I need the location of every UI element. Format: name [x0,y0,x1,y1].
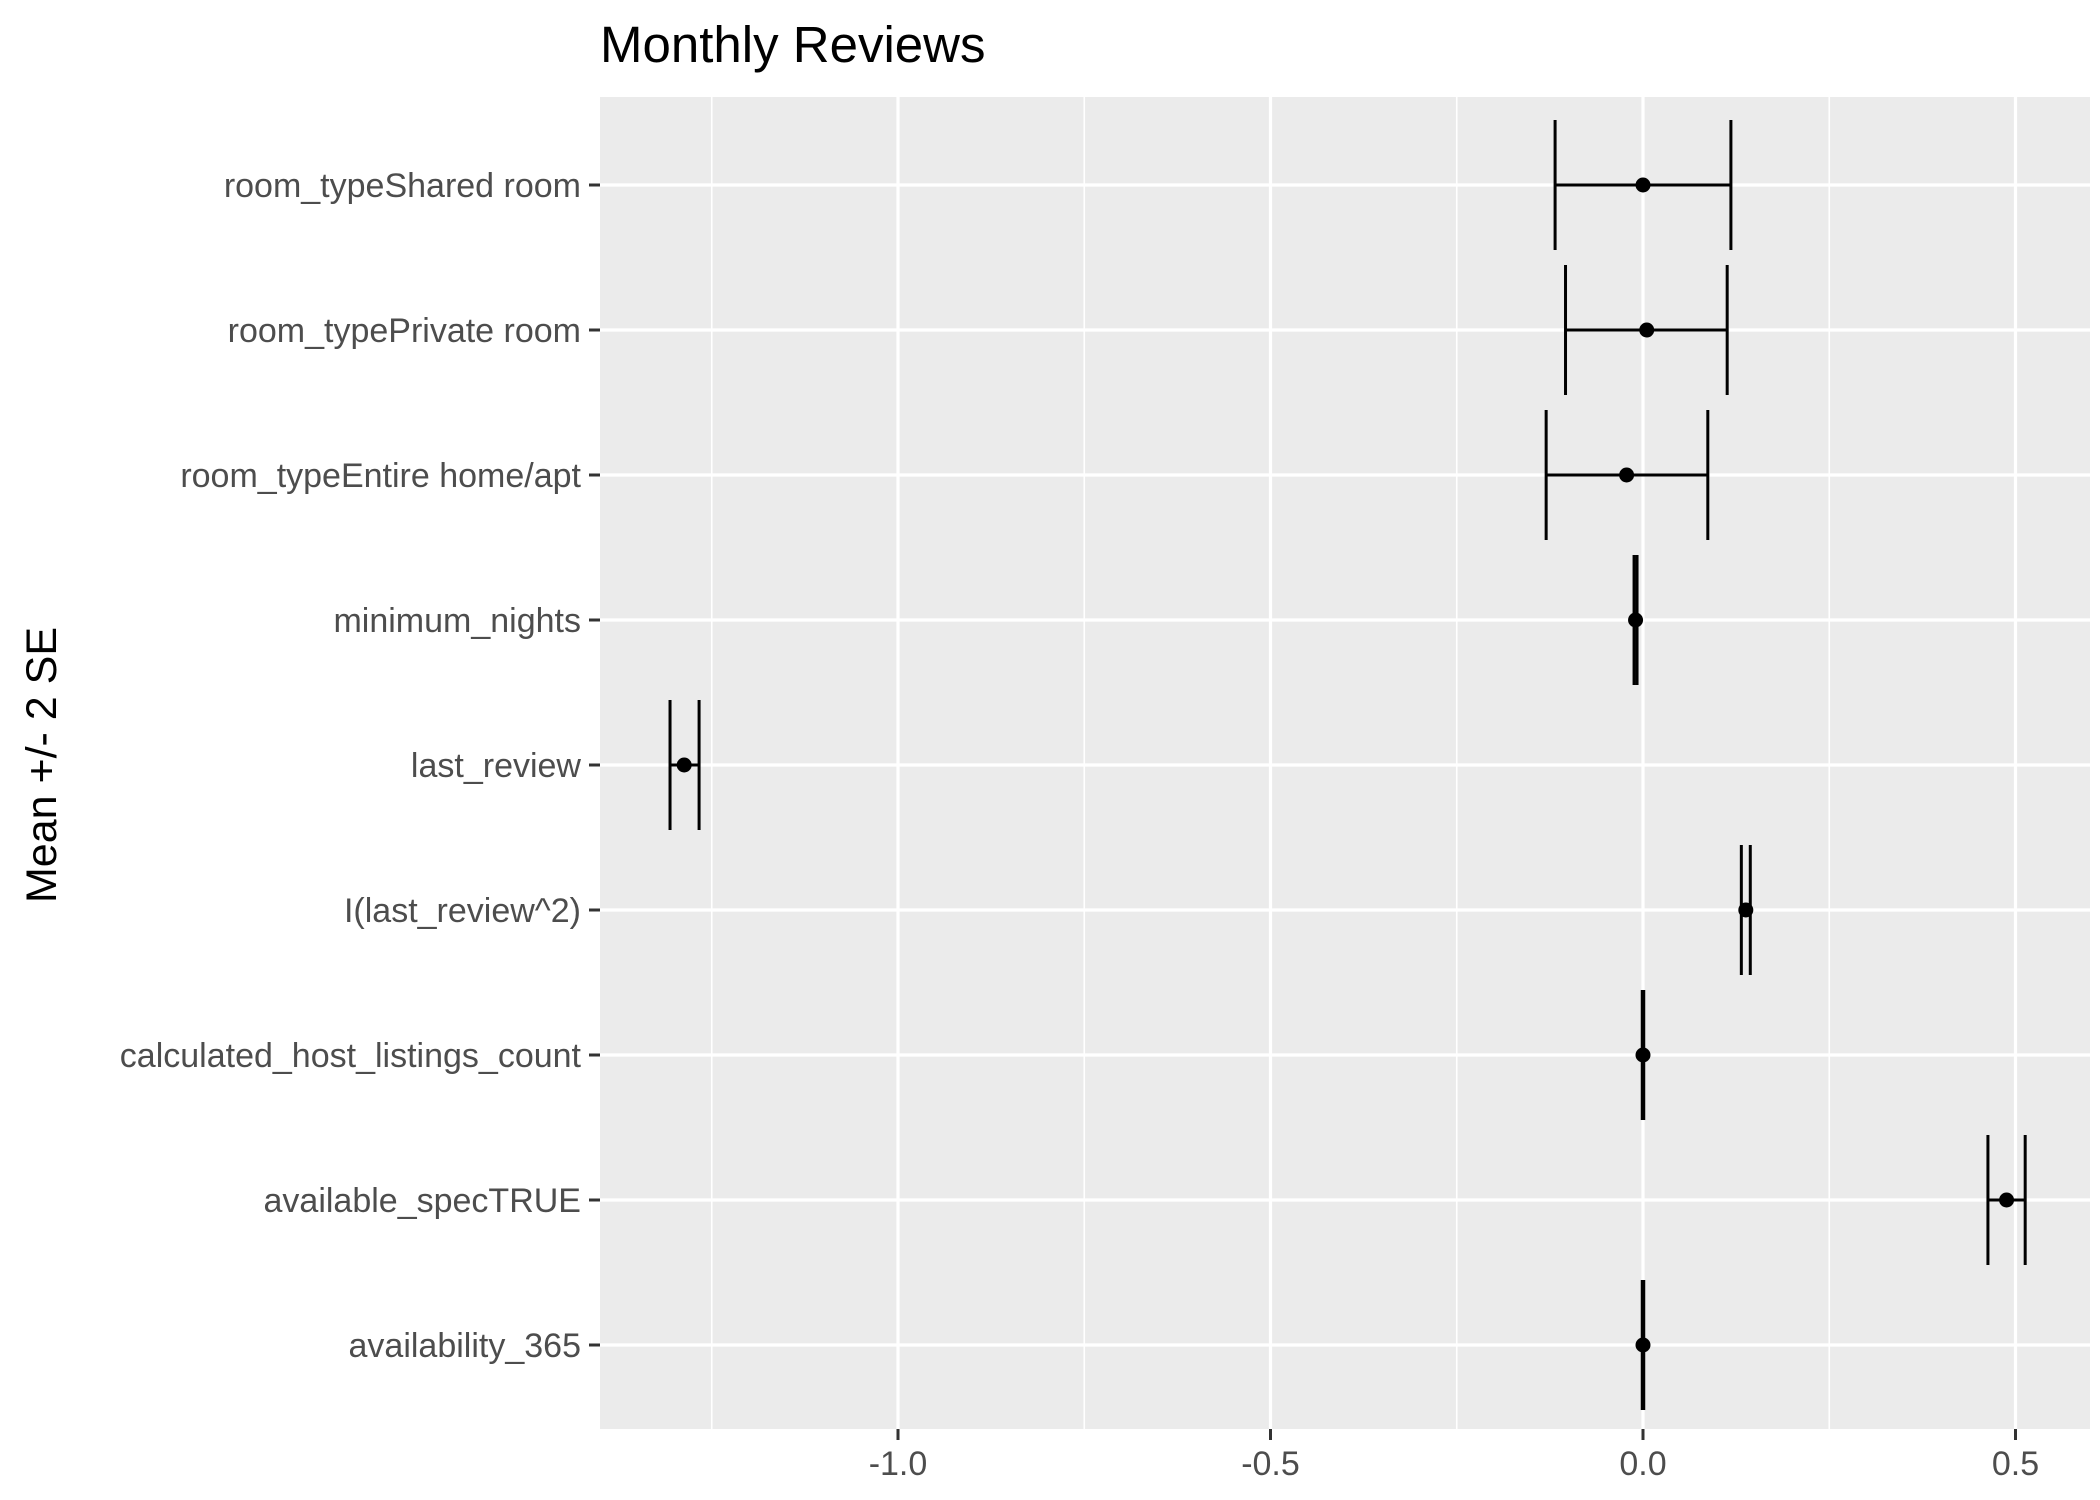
chart-title: Monthly Reviews [600,16,985,73]
y-tick-label: minimum_nights [333,602,581,640]
y-tick-label: available_specTRUE [264,1182,582,1220]
mean-point [1628,612,1644,628]
mean-point [1635,177,1651,193]
y-tick-label: I(last_review^2) [344,892,581,930]
plot-panel [600,97,2090,1429]
y-tick-label: availability_365 [349,1327,582,1365]
y-tick-label: room_typeShared room [224,167,581,205]
x-tick-label: 0.5 [1992,1445,2039,1483]
mean-point [1738,902,1754,918]
mean-point [1639,322,1655,338]
x-tick-label: -1.0 [869,1445,928,1483]
mean-points [676,177,2015,1353]
mean-point [1635,1047,1651,1063]
y-tick-label: calculated_host_listings_count [120,1037,582,1075]
grid-lines [600,97,2090,1429]
mean-point [676,757,692,773]
x-axis: -1.0 -0.5 0.0 0.5 [869,1429,2039,1483]
y-tick-label: last_review [411,747,582,785]
x-tick-label: -0.5 [1241,1445,1300,1483]
mean-point [1619,467,1635,483]
mean-point [1999,1192,2015,1208]
y-tick-label: room_typeEntire home/apt [180,457,581,495]
x-tick-label: 0.0 [1619,1445,1666,1483]
mean-point [1635,1337,1651,1353]
y-tick-label: room_typePrivate room [228,312,581,350]
y-axis: room_typeShared room room_typePrivate roo… [120,167,600,1365]
y-axis-title: Mean +/- 2 SE [18,627,66,903]
